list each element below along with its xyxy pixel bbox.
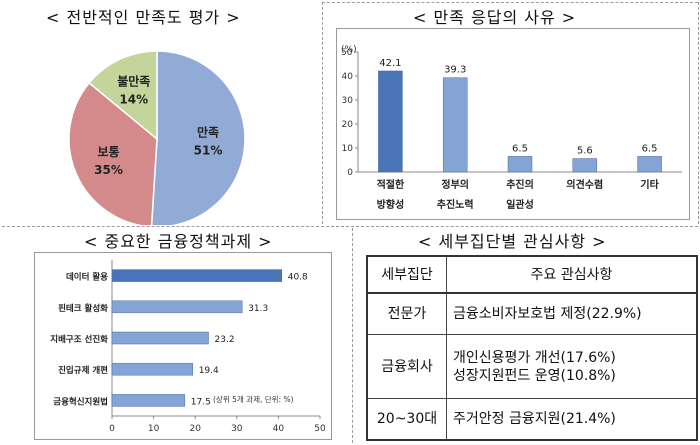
reason-category-label: 방향성 [377, 198, 405, 211]
task-bar [111, 331, 209, 345]
reason-bar [442, 77, 468, 173]
reason-value-label: 6.5 [642, 143, 658, 154]
task-bar [111, 269, 282, 282]
task-x-tick-label: 0 [109, 424, 115, 434]
task-bar [111, 362, 193, 376]
reason-y-tick-label: 0 [347, 168, 353, 178]
reason-bar [637, 156, 662, 173]
table-header-row: 세부집단 주요 관심사항 [366, 255, 698, 295]
reason-category-label: 일관성 [506, 198, 534, 211]
table-row: 20~30대 주거안정 금융지원(21.4%) [366, 397, 698, 441]
table-row: 금융회사 개인신용평가 개선(17.6%) 성장지원펀드 운영(10.8%) [366, 334, 698, 399]
task-value-label: 19.4 [199, 366, 219, 376]
task-panel-title: < 중요한 금융정책과제 > [84, 232, 273, 251]
task-value-label: 23.2 [215, 335, 235, 345]
reason-y-tick-label: 20 [342, 120, 354, 130]
row-group: 전문가 [366, 292, 447, 336]
separator-horizontal-mid [2, 226, 698, 227]
separator-vertical-top-right [698, 2, 699, 224]
reason-y-tick-label: 50 [341, 48, 353, 58]
interest-item: 주거안정 금융지원(21.4%) [453, 410, 616, 427]
task-bar [111, 300, 243, 314]
separator-horizontal-top [322, 2, 698, 3]
separator-vertical-bottom [352, 228, 353, 443]
reason-bar [378, 70, 403, 173]
row-interest: 금융소비자보호법 제정(22.9%) [446, 292, 698, 336]
pie-category-label: 보통 [97, 144, 119, 159]
reason-y-unit-label: (%) [341, 45, 357, 55]
reason-value-label: 42.1 [379, 58, 401, 69]
pie-slice [68, 81, 158, 225]
pie-category-label: 만족 [197, 125, 219, 140]
pie-slice [150, 50, 246, 225]
task-x-tick-label: 50 [314, 424, 326, 434]
row-group: 금융회사 [366, 334, 447, 399]
satisfaction-pie-chart: 만족 51% 보통 35% 불만족 14% [68, 50, 246, 225]
pie-slice [88, 50, 158, 141]
reason-bar [572, 158, 598, 173]
reason-bar [507, 156, 533, 173]
interest-item: 성장지원펀드 운영(10.8%) [453, 367, 616, 384]
task-x-tick-label: 10 [148, 424, 160, 434]
row-interest: 개인신용평가 개선(17.6%) 성장지원펀드 운영(10.8%) [446, 334, 698, 399]
reason-y-tick-label: 30 [342, 96, 354, 106]
reason-value-label: 5.6 [577, 146, 593, 157]
separator-vertical-top [322, 2, 323, 224]
task-x-tick-label: 20 [189, 424, 201, 434]
pie-value-label: 51% [194, 144, 223, 158]
interest-item: 금융소비자보호법 제정(22.9%) [453, 306, 642, 323]
reason-y-tick-label: 10 [342, 144, 354, 154]
reason-category-label: 정부의 [441, 178, 469, 191]
task-category-label: 금융혁신지원법 [53, 396, 108, 407]
pie-value-label: 14% [119, 93, 148, 107]
task-category-label: 진입규제 개편 [58, 365, 108, 376]
reason-panel-title: < 만족 응답의 사유 > [413, 8, 577, 27]
task-x-tick-label: 40 [273, 424, 285, 434]
header-group: 세부집단 [366, 255, 447, 295]
reason-value-label: 6.5 [512, 143, 528, 154]
task-category-label: 핀테크 활성화 [58, 303, 108, 314]
reason-category-label: 추진의 [506, 178, 534, 191]
interest-item: 개인신용평가 개선(17.6%) [453, 349, 616, 366]
reason-y-tick-label: 40 [342, 72, 354, 82]
group-interest-table: 세부집단 주요 관심사항 전문가 금융소비자보호법 제정(22.9%) 금융회사… [366, 255, 698, 441]
reason-category-label: 적절한 [377, 178, 405, 191]
group-panel-title: < 세부집단별 관심사항 > [418, 232, 607, 251]
pie-value-label: 35% [94, 163, 123, 177]
pie-category-label: 불만족 [117, 74, 150, 89]
header-interest: 주요 관심사항 [446, 255, 698, 295]
reason-value-label: 39.3 [444, 65, 466, 76]
table-row: 전문가 금융소비자보호법 제정(22.9%) [366, 292, 698, 336]
row-group: 20~30대 [366, 397, 447, 441]
task-value-label: 31.3 [248, 304, 268, 314]
task-chart-frame [34, 252, 332, 440]
reason-category-label: 의견수렴 [566, 178, 603, 191]
task-note: (상위 5개 과제, 단위: %) [213, 394, 294, 404]
task-value-label: 40.8 [288, 273, 308, 283]
task-category-label: 지배구조 선진화 [50, 334, 108, 345]
task-x-tick-label: 30 [231, 424, 243, 434]
pie-panel-title: < 전반적인 만족도 평가 > [46, 8, 241, 27]
task-value-label: 17.5 [191, 397, 211, 407]
task-bar [111, 394, 186, 407]
row-interest: 주거안정 금융지원(21.4%) [446, 397, 698, 441]
task-category-label: 데이터 활용 [66, 272, 108, 283]
task-bar-chart: 0 10 20 30 40 50 40.8 데이터 활용 31.3 핀테크 활성화 23.2 지배구… [50, 260, 326, 434]
reason-category-label: 추진노력 [437, 198, 474, 211]
reason-category-label: 기타 [640, 178, 659, 191]
